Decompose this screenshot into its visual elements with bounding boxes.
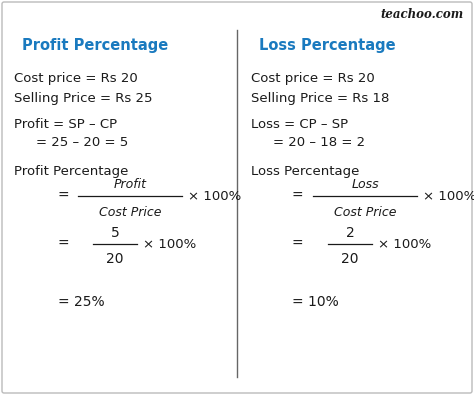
Text: Profit: Profit	[113, 177, 146, 190]
Text: × 100%: × 100%	[423, 190, 474, 203]
Text: = 10%: = 10%	[292, 295, 339, 309]
Text: Profit = SP – CP: Profit = SP – CP	[14, 118, 117, 131]
Text: Cost price = Rs 20: Cost price = Rs 20	[14, 72, 138, 85]
Text: = 20 – 18 = 2: = 20 – 18 = 2	[273, 136, 365, 149]
Text: = 25 – 20 = 5: = 25 – 20 = 5	[36, 136, 128, 149]
Text: Loss = CP – SP: Loss = CP – SP	[251, 118, 348, 131]
Text: 2: 2	[346, 226, 355, 240]
Text: Profit Percentage: Profit Percentage	[22, 38, 168, 53]
Text: Loss Percentage: Loss Percentage	[259, 38, 396, 53]
Text: =: =	[292, 237, 304, 251]
Text: Cost Price: Cost Price	[334, 205, 396, 218]
Text: teachoo.com: teachoo.com	[381, 8, 464, 21]
Text: =: =	[58, 189, 70, 203]
Text: Cost Price: Cost Price	[99, 205, 161, 218]
Text: = 25%: = 25%	[58, 295, 105, 309]
Text: Loss: Loss	[351, 177, 379, 190]
Text: Selling Price = Rs 18: Selling Price = Rs 18	[251, 92, 389, 105]
Text: × 100%: × 100%	[378, 237, 431, 250]
Text: × 100%: × 100%	[188, 190, 241, 203]
Text: Cost price = Rs 20: Cost price = Rs 20	[251, 72, 375, 85]
Text: =: =	[58, 237, 70, 251]
Text: 20: 20	[341, 252, 359, 266]
Text: 20: 20	[106, 252, 124, 266]
Text: × 100%: × 100%	[143, 237, 196, 250]
Text: 5: 5	[110, 226, 119, 240]
Text: =: =	[292, 189, 304, 203]
Text: Profit Percentage: Profit Percentage	[14, 165, 128, 178]
Text: Selling Price = Rs 25: Selling Price = Rs 25	[14, 92, 153, 105]
Text: Loss Percentage: Loss Percentage	[251, 165, 359, 178]
